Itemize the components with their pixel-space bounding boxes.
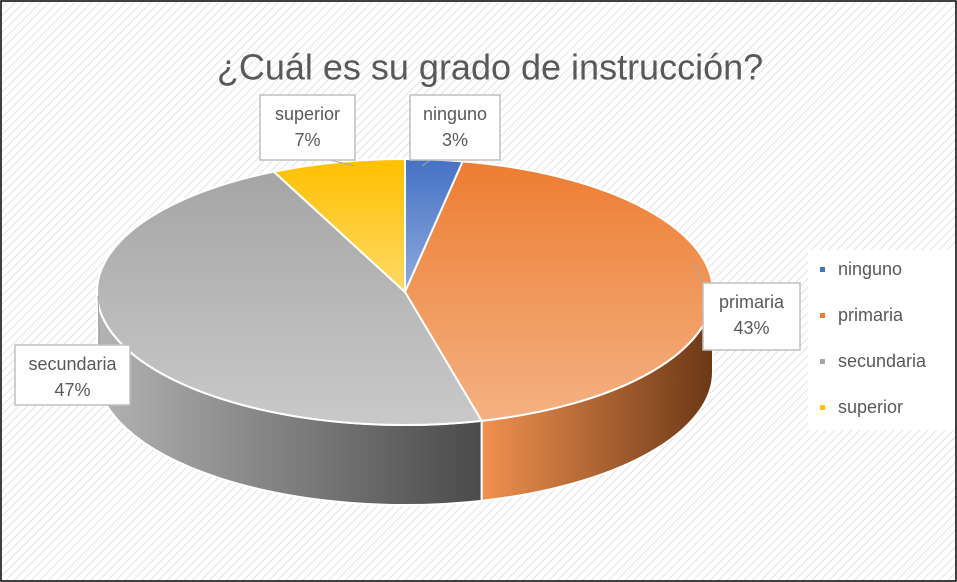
- leader-line: [421, 159, 431, 167]
- data-label-box: [702, 282, 801, 351]
- data-label-value: 7%: [294, 130, 320, 150]
- legend-label: superior: [838, 397, 903, 417]
- legend-swatch: [820, 313, 825, 318]
- pie-slice: [96, 170, 484, 426]
- data-label-name: primaria: [719, 292, 785, 312]
- leader-line: [97, 295, 101, 346]
- leader-line: [329, 159, 356, 167]
- data-label-box: [14, 344, 131, 406]
- data-label-box: [259, 94, 356, 161]
- leader-line: [693, 261, 704, 286]
- legend-label: ninguno: [838, 259, 902, 279]
- legend-swatch: [820, 405, 825, 410]
- legend-label: primaria: [838, 305, 904, 325]
- legend-box: [808, 250, 955, 430]
- data-label-value: 3%: [442, 130, 468, 150]
- data-label-name: ninguno: [423, 104, 487, 124]
- legend-swatch: [820, 267, 825, 272]
- data-label-box: [409, 94, 501, 161]
- data-label-value: 43%: [733, 318, 769, 338]
- legend-swatch: [820, 359, 825, 364]
- data-label-value: 47%: [54, 380, 90, 400]
- legend-label: secundaria: [838, 351, 927, 371]
- data-label-name: secundaria: [28, 354, 117, 374]
- data-label-name: superior: [275, 104, 340, 124]
- chart-title: ¿Cuál es su grado de instrucción?: [217, 47, 763, 88]
